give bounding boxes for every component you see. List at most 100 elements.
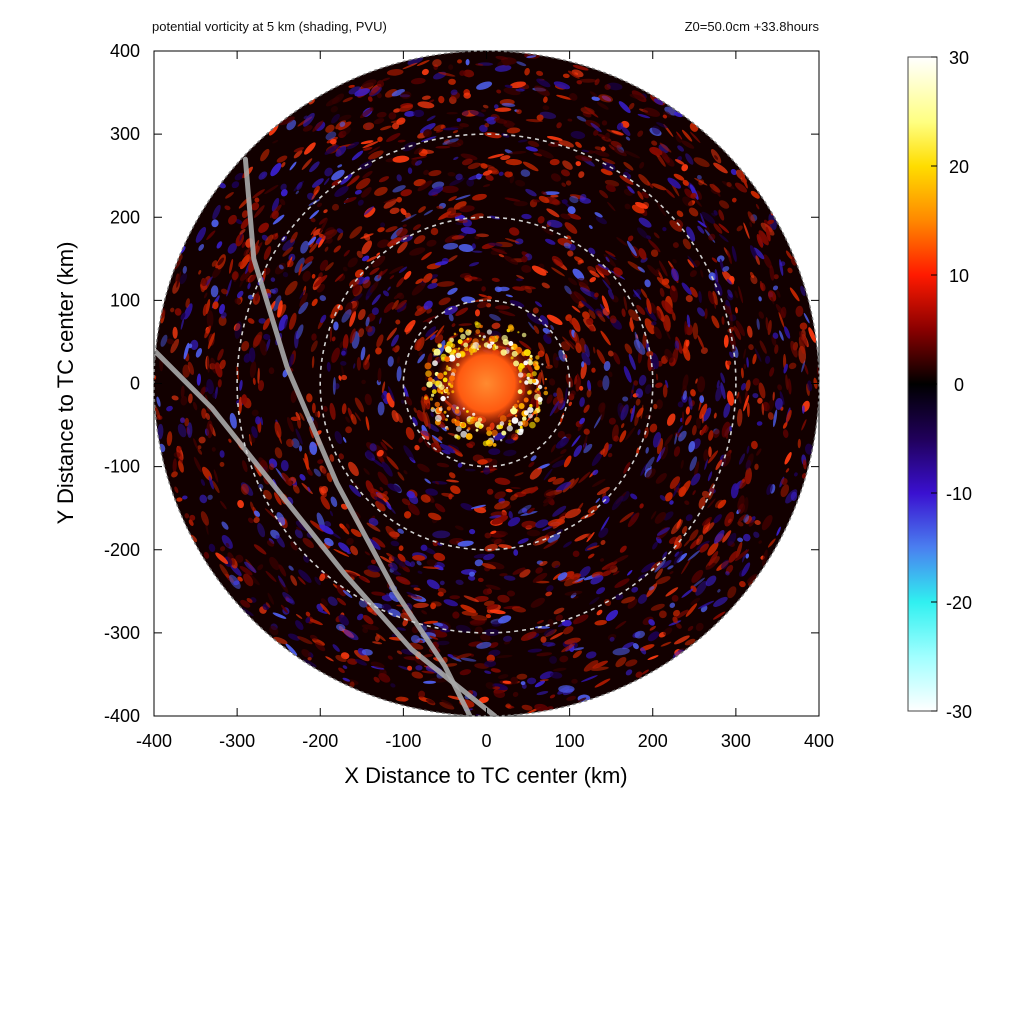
pv-texture-blob: [689, 538, 700, 549]
pv-texture-blob: [722, 270, 735, 285]
pv-texture-blob: [432, 59, 442, 67]
pv-texture-blob: [390, 540, 400, 547]
pv-texture-blob: [786, 409, 792, 423]
pv-texture-blob: [407, 56, 424, 66]
y-tick-label: 400: [110, 41, 140, 61]
x-tick-label: -200: [302, 731, 338, 751]
pv-texture-blob: [309, 161, 320, 173]
pv-texture-blob: [224, 205, 231, 211]
pv-texture-blob: [324, 520, 332, 527]
pv-texture-blob: [365, 325, 373, 333]
pv-texture-blob: [299, 292, 308, 308]
pv-texture-blob: [323, 237, 333, 244]
pv-texture-blob: [746, 357, 749, 368]
pv-texture-blob: [268, 463, 275, 471]
pv-texture-blob: [707, 290, 715, 305]
pv-texture-blob: [448, 313, 454, 322]
pv-texture-blob: [545, 531, 556, 538]
pv-texture-blob: [677, 401, 684, 408]
pv-texture-blob: [628, 353, 636, 371]
pv-texture-blob: [414, 338, 422, 351]
pv-texture-blob: [586, 317, 594, 326]
pv-texture-blob: [220, 288, 228, 295]
pv-texture-blob: [619, 430, 627, 443]
pv-texture-blob: [342, 436, 347, 443]
pv-texture-blob: [320, 495, 331, 510]
pv-texture-blob: [498, 310, 516, 317]
pv-texture-blob: [295, 411, 301, 421]
pv-texture-blob: [543, 628, 555, 637]
pv-texture-blob: [263, 333, 271, 340]
pv-texture-blob: [356, 357, 362, 371]
pv-texture-blob: [187, 361, 195, 375]
pv-texture-blob: [531, 265, 547, 276]
pv-texture-blob: [319, 465, 327, 474]
pv-texture-blob: [498, 674, 509, 680]
eyewall-blob: [433, 348, 441, 356]
pv-texture-blob: [270, 277, 276, 282]
eyewall-blob: [522, 416, 527, 421]
pv-texture-blob: [412, 554, 426, 561]
pv-texture-blob: [389, 275, 395, 280]
pv-texture-blob: [418, 690, 426, 699]
pv-texture-blob: [282, 246, 294, 257]
pv-texture-blob: [349, 328, 356, 344]
pv-texture-blob: [521, 213, 532, 220]
pv-texture-blob: [337, 164, 343, 168]
pv-texture-blob: [552, 505, 567, 517]
eyewall-blob: [431, 406, 434, 410]
pv-texture-blob: [486, 302, 492, 308]
pv-texture-blob: [694, 177, 708, 186]
pv-texture-blob: [672, 242, 679, 249]
pv-texture-blob: [603, 361, 611, 371]
pv-texture-blob: [745, 553, 750, 559]
pv-texture-blob: [596, 486, 610, 496]
pv-texture-blob: [397, 553, 406, 562]
pv-texture-blob: [552, 352, 559, 369]
pv-texture-blob: [403, 470, 408, 475]
pv-texture-blob: [536, 652, 553, 657]
pv-texture-blob: [635, 388, 644, 398]
pv-texture-blob: [623, 296, 628, 311]
eyewall-blob: [464, 346, 469, 352]
pv-texture-blob: [345, 426, 353, 434]
pv-texture-blob: [192, 401, 198, 411]
pv-texture-blob: [767, 219, 774, 225]
pv-texture-blob: [268, 367, 275, 375]
pv-texture-blob: [463, 595, 479, 603]
pv-texture-blob: [387, 356, 394, 367]
pv-texture-blob: [206, 230, 216, 241]
pv-texture-blob: [727, 532, 737, 546]
eyewall-blob: [442, 377, 448, 383]
pv-texture-blob: [195, 348, 203, 358]
pv-texture-blob: [413, 587, 421, 591]
pv-texture-blob: [727, 250, 732, 265]
pv-texture-blob: [303, 659, 317, 668]
pv-texture-blob: [463, 69, 475, 78]
pv-texture-blob: [509, 227, 520, 236]
pv-texture-blob: [265, 570, 277, 582]
colorbar-tick-label: 10: [949, 266, 969, 286]
pv-texture-blob: [215, 552, 229, 565]
pv-texture-blob: [431, 442, 442, 453]
pv-texture-blob: [286, 417, 294, 432]
pv-texture-blob: [594, 78, 600, 86]
pv-texture-blob: [683, 539, 691, 547]
pv-texture-blob: [607, 201, 616, 212]
pv-texture-blob: [688, 396, 693, 410]
pv-texture-blob: [516, 278, 523, 282]
pv-texture-blob: [306, 468, 313, 476]
eyewall-blob: [523, 349, 531, 357]
eyewall-blob: [446, 406, 451, 411]
pv-texture-blob: [727, 586, 737, 599]
pv-texture-blob: [600, 516, 610, 532]
pv-texture-blob: [504, 171, 513, 178]
pv-texture-blob: [601, 120, 608, 126]
pv-texture-blob: [521, 704, 533, 711]
pv-texture-blob: [630, 405, 636, 423]
pv-texture-blob: [655, 473, 667, 484]
pv-texture-blob: [227, 243, 237, 254]
pv-texture-blob: [678, 430, 687, 442]
pv-texture-blob: [700, 212, 706, 228]
pv-texture-blob: [182, 495, 188, 500]
